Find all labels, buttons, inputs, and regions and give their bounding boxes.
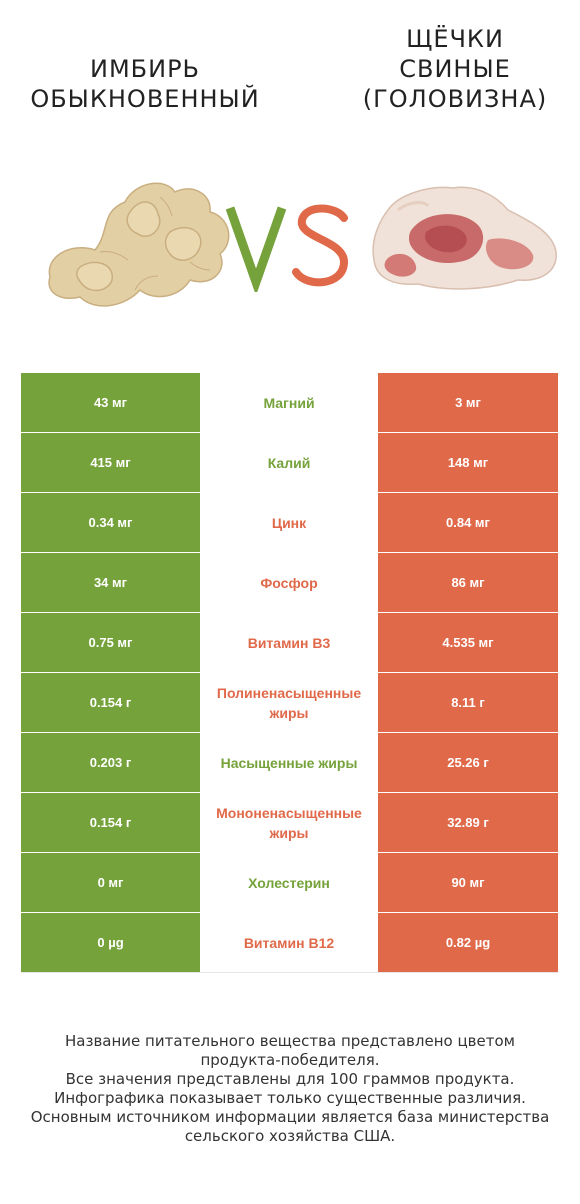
footer-line-3: Все значения представлены для 100 граммо…: [65, 1070, 515, 1088]
left-value-cell: 0.154 г: [21, 793, 200, 852]
nutrient-name: Мононенасыщенные жиры: [216, 804, 362, 841]
table-row: 0.154 г Мононенасыщенные жиры 32.89 г: [21, 793, 558, 852]
table-row: 0.34 мг Цинк 0.84 мг: [21, 493, 558, 552]
right-title-line-1: ЩЁЧКИ: [406, 25, 504, 53]
nutrient-name: Калий: [267, 454, 311, 471]
nutrient-name-cell: Полиненасыщенные жиры: [200, 673, 378, 732]
right-value-cell: 86 мг: [378, 553, 558, 612]
table-row: 43 мг Магний 3 мг: [21, 373, 558, 432]
right-product-title: ЩЁЧКИ СВИНЫЕ (ГОЛОВИЗНА): [310, 24, 580, 114]
right-value-cell: 32.89 г: [378, 793, 558, 852]
left-value-cell: 34 мг: [21, 553, 200, 612]
nutrient-name: Полиненасыщенные жиры: [216, 684, 362, 721]
nutrient-name-cell: Витамин B12: [200, 913, 378, 972]
right-value-cell: 4.535 мг: [378, 613, 558, 672]
left-product-title: ИМБИРЬ ОБЫКНОВЕННЫЙ: [0, 54, 290, 114]
footer-line-4: Инфографика показывает только существенн…: [54, 1089, 526, 1107]
right-value-cell: 25.26 г: [378, 733, 558, 792]
nutrient-name-cell: Мононенасыщенные жиры: [200, 793, 378, 852]
left-value-cell: 415 мг: [21, 433, 200, 492]
nutrient-name-cell: Фосфор: [200, 553, 378, 612]
nutrient-name: Насыщенные жиры: [220, 754, 358, 771]
nutrient-name: Холестерин: [248, 874, 330, 891]
vs-label: [226, 204, 349, 292]
right-value-cell: 148 мг: [378, 433, 558, 492]
comparison-table: 43 мг Магний 3 мг 415 мг Калий 148 мг 0.34 мг Ц…: [21, 373, 558, 973]
left-title-line-1: ИМБИРЬ: [89, 55, 200, 83]
left-value-cell: 43 мг: [21, 373, 200, 432]
right-value-cell: 0.84 мг: [378, 493, 558, 552]
table-row: 0.75 мг Витамин B3 4.535 мг: [21, 613, 558, 672]
right-value-cell: 8.11 г: [378, 673, 558, 732]
footer-line-2: продукта-победителя.: [200, 1051, 380, 1069]
left-title-line-2: ОБЫКНОВЕННЫЙ: [30, 85, 260, 113]
footer-line-1: Название питательного вещества представл…: [65, 1032, 515, 1050]
footer-line-5: Основным источником информации является …: [30, 1108, 550, 1126]
nutrient-name: Витамин B3: [247, 634, 331, 651]
nutrient-name-cell: Цинк: [200, 493, 378, 552]
left-value-cell: 0.203 г: [21, 733, 200, 792]
table-row: 0 мг Холестерин 90 мг: [21, 853, 558, 912]
table-row: 34 мг Фосфор 86 мг: [21, 553, 558, 612]
nutrient-name: Витамин B12: [243, 934, 335, 951]
table-row: 415 мг Калий 148 мг: [21, 433, 558, 492]
pork-cheek-image: [372, 186, 557, 290]
table-row: 0.154 г Полиненасыщенные жиры 8.11 г: [21, 673, 558, 732]
footer-notes: Название питательного вещества представл…: [20, 1032, 560, 1146]
left-value-cell: 0.75 мг: [21, 613, 200, 672]
right-value-cell: 3 мг: [378, 373, 558, 432]
nutrient-name-cell: Витамин B3: [200, 613, 378, 672]
ginger-image: [48, 182, 230, 307]
right-value-cell: 0.82 µg: [378, 913, 558, 972]
left-value-cell: 0.34 мг: [21, 493, 200, 552]
right-value-cell: 90 мг: [378, 853, 558, 912]
nutrient-name-cell: Калий: [200, 433, 378, 492]
nutrient-name: Цинк: [271, 514, 307, 531]
left-value-cell: 0.154 г: [21, 673, 200, 732]
nutrient-name: Магний: [263, 394, 315, 411]
table-row: 0 µg Витамин B12 0.82 µg: [21, 913, 558, 972]
nutrient-name: Фосфор: [260, 574, 318, 591]
left-value-cell: 0 µg: [21, 913, 200, 972]
nutrient-name-cell: Насыщенные жиры: [200, 733, 378, 792]
nutrient-name-cell: Магний: [200, 373, 378, 432]
table-bottom-border: [21, 972, 558, 973]
right-title-line-2: СВИНЫЕ: [399, 55, 511, 83]
left-value-cell: 0 мг: [21, 853, 200, 912]
footer-line-6: сельского хозяйства США.: [184, 1127, 396, 1145]
nutrient-name-cell: Холестерин: [200, 853, 378, 912]
right-title-line-3: (ГОЛОВИЗНА): [362, 85, 548, 113]
table-row: 0.203 г Насыщенные жиры 25.26 г: [21, 733, 558, 792]
